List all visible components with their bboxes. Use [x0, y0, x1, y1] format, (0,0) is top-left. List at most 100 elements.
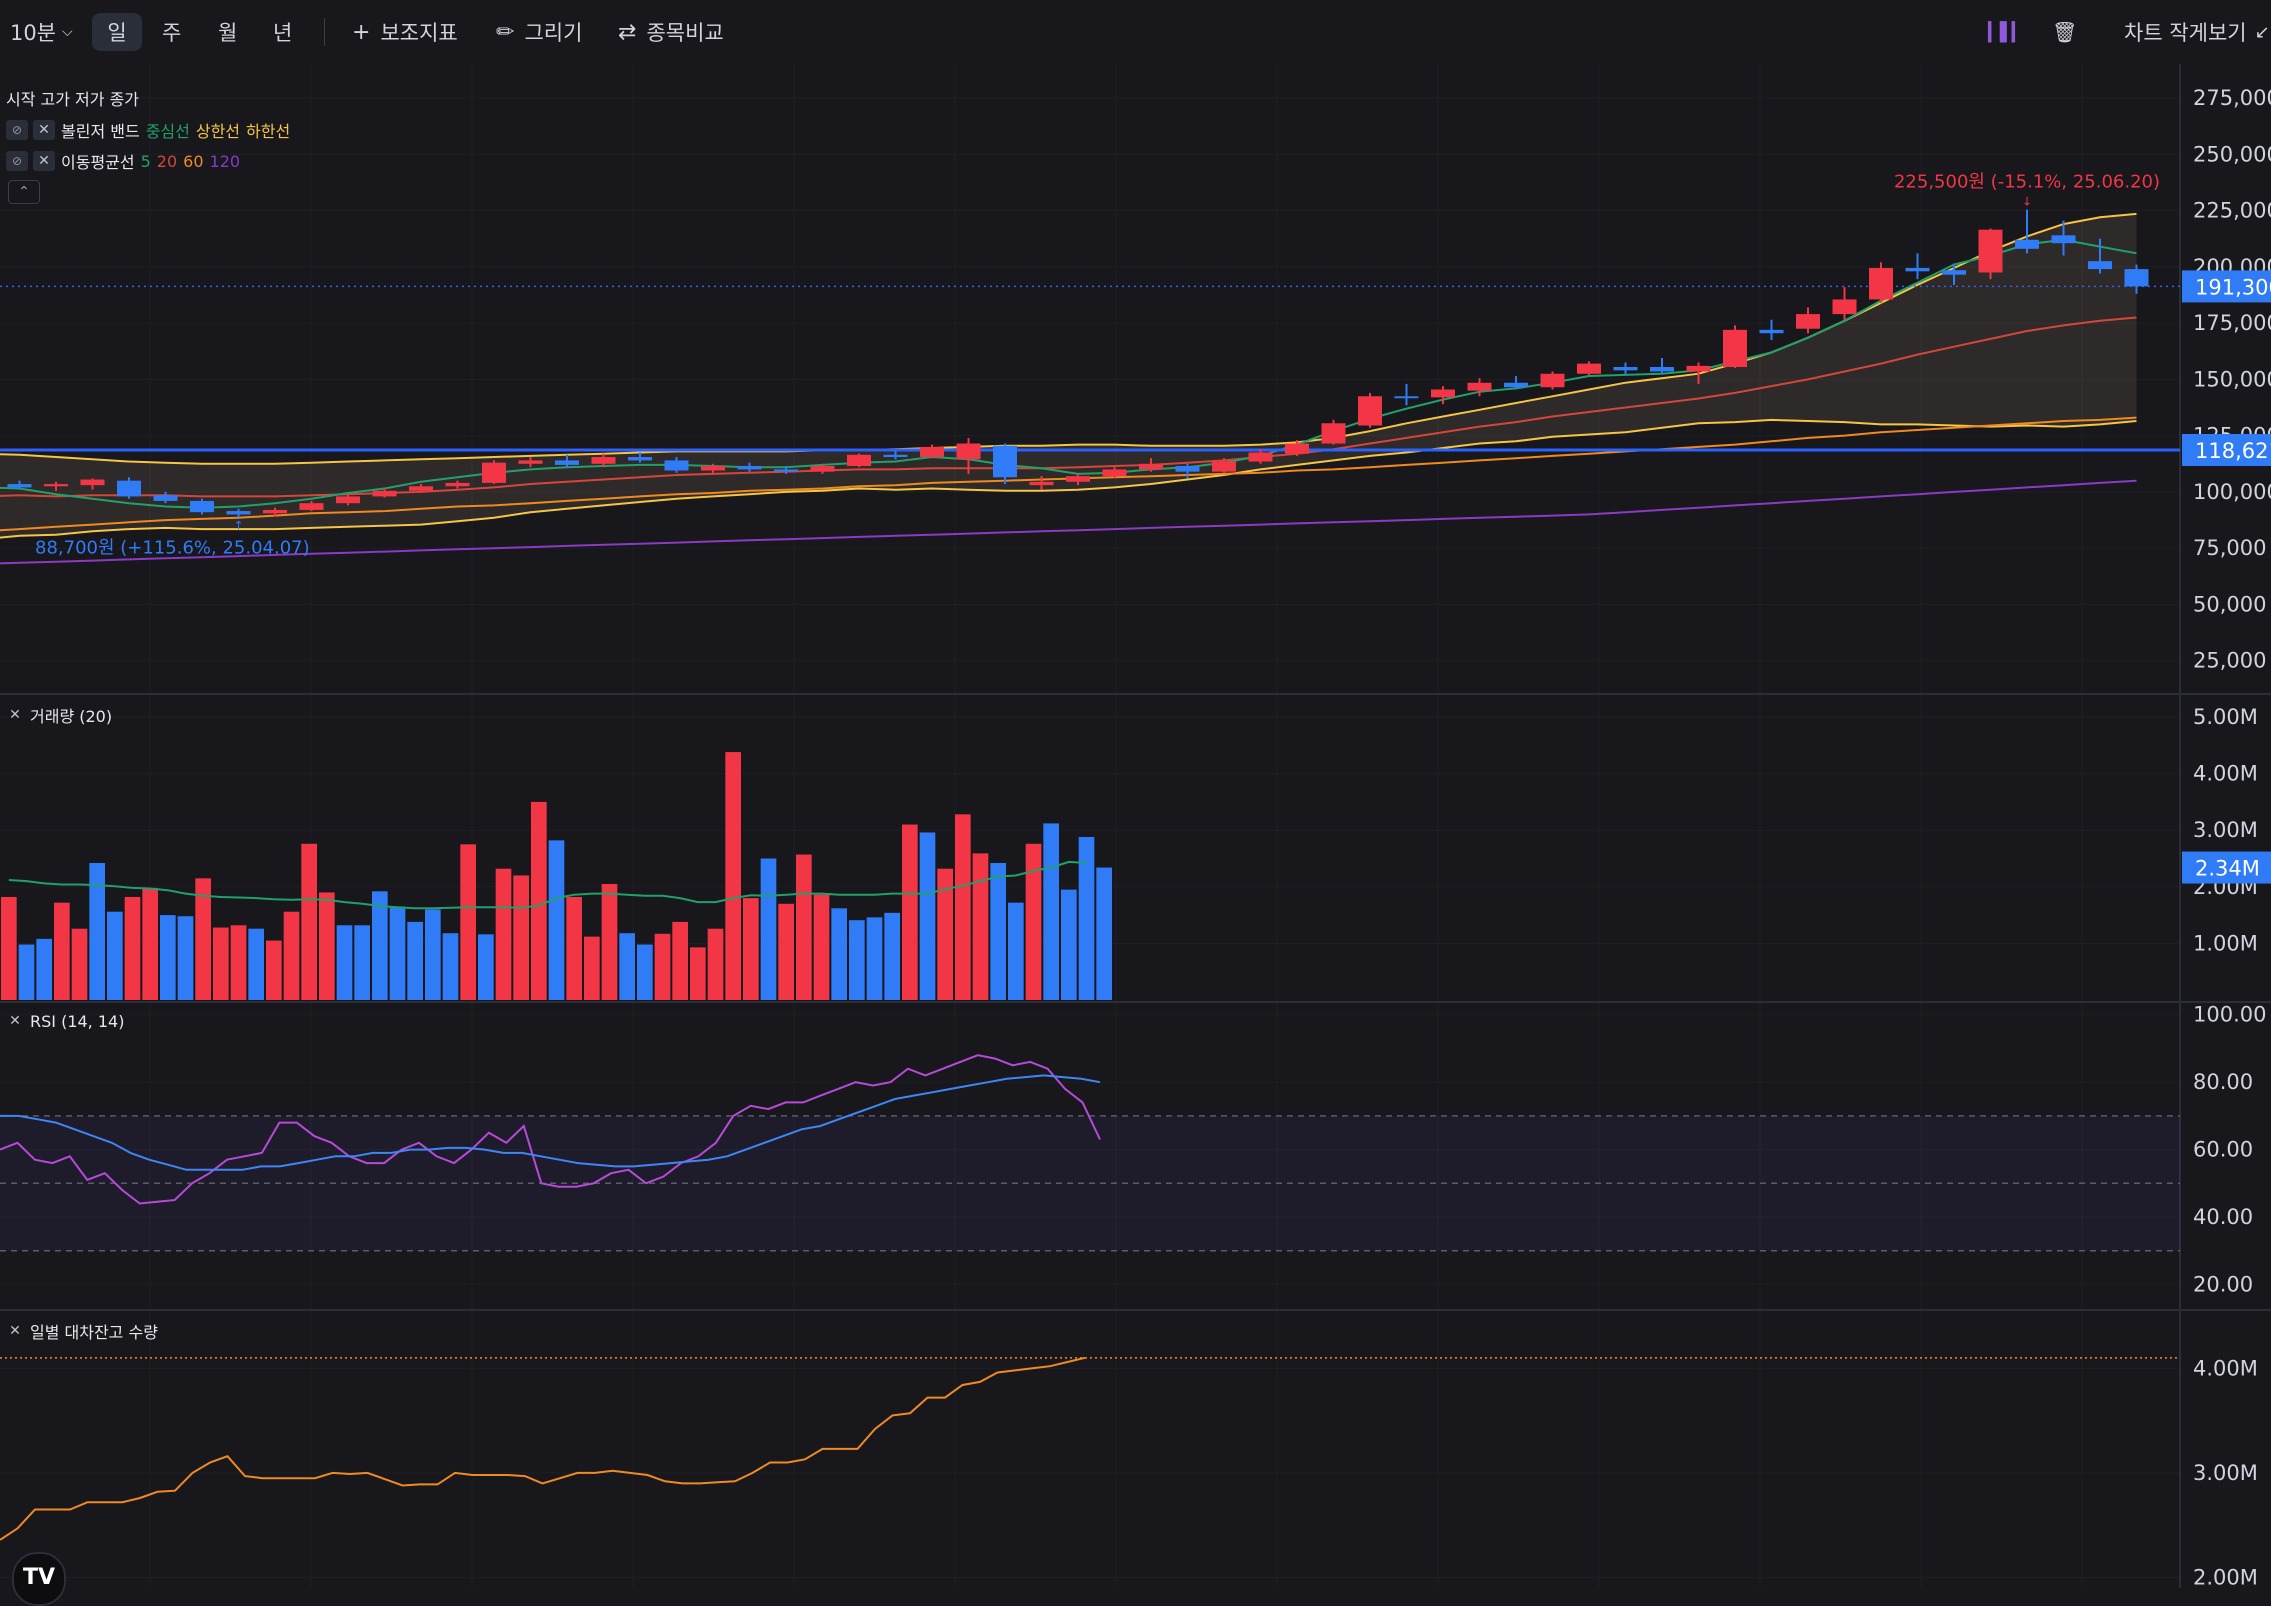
candle-body[interactable] — [956, 443, 981, 460]
candle-body[interactable] — [1540, 373, 1565, 388]
draw-button[interactable]: ✏ 그리기 — [496, 13, 582, 51]
period-year-tab[interactable]: 년 — [273, 13, 292, 51]
candle-body[interactable] — [7, 484, 32, 488]
collapse-legend-button[interactable]: ⌃ — [8, 180, 40, 204]
candle-body[interactable] — [1942, 270, 1966, 275]
candle-body[interactable] — [1613, 366, 1638, 371]
volume-bar[interactable] — [955, 814, 971, 1000]
volume-bar[interactable] — [266, 940, 282, 1000]
indicators-button[interactable]: + 보조지표 — [352, 13, 458, 51]
volume-bar[interactable] — [319, 892, 335, 1000]
volume-bar[interactable] — [831, 908, 847, 1000]
volume-bar[interactable] — [71, 928, 88, 1000]
volume-pane[interactable] — [1, 752, 1112, 1000]
volume-bar[interactable] — [584, 936, 600, 1000]
candle-body[interactable] — [2124, 269, 2149, 287]
volume-bar[interactable] — [1061, 889, 1077, 1000]
candle-body[interactable] — [1504, 382, 1528, 388]
candle-body[interactable] — [1212, 461, 1236, 472]
candle-body[interactable] — [2088, 261, 2112, 270]
candle-body[interactable] — [445, 482, 470, 487]
candle-body[interactable] — [737, 466, 762, 470]
candle-body[interactable] — [993, 445, 1017, 478]
candle-body[interactable] — [1467, 382, 1492, 391]
candle-body[interactable] — [555, 460, 579, 465]
candle-body[interactable] — [1978, 229, 2003, 273]
candle-body[interactable] — [1723, 329, 1747, 367]
candle-body[interactable] — [701, 466, 725, 471]
candle-body[interactable] — [1248, 452, 1273, 462]
candle-body[interactable] — [1686, 365, 1711, 372]
candle-body[interactable] — [299, 503, 324, 510]
candle-body[interactable] — [482, 462, 506, 483]
candle-body[interactable] — [117, 480, 141, 497]
volume-bar[interactable] — [743, 898, 759, 1000]
candle-body[interactable] — [153, 495, 178, 501]
volume-bar[interactable] — [637, 944, 653, 1000]
period-week-tab[interactable]: 주 — [162, 13, 181, 51]
candle-body[interactable] — [591, 457, 616, 464]
volume-bar[interactable] — [778, 903, 794, 1000]
candle-body[interactable] — [263, 509, 287, 514]
candle-body[interactable] — [518, 460, 543, 464]
volume-bar[interactable] — [248, 928, 264, 1000]
volume-bar[interactable] — [531, 801, 547, 1000]
volume-bar[interactable] — [813, 894, 830, 1000]
candle-body[interactable] — [409, 486, 433, 491]
volume-bar[interactable] — [760, 858, 777, 1000]
candle-body[interactable] — [1139, 463, 1163, 470]
volume-bar[interactable] — [725, 752, 741, 1000]
volume-bar[interactable] — [548, 840, 565, 1000]
volume-bar[interactable] — [672, 921, 688, 1000]
candle-body[interactable] — [80, 479, 105, 486]
candle-body[interactable] — [664, 460, 689, 471]
volume-bar[interactable] — [442, 933, 459, 1000]
volume-bar[interactable] — [902, 824, 918, 1000]
period-day-tab[interactable]: 일 — [92, 13, 142, 51]
candle-body[interactable] — [44, 484, 68, 487]
small-view-button[interactable]: 차트 작게보기 ↙ — [2124, 13, 2270, 51]
close-icon[interactable]: ✕ — [9, 1323, 21, 1339]
candle-body[interactable] — [847, 454, 871, 467]
compare-button[interactable]: ⇄ 종목비교 — [618, 13, 724, 51]
candle-body[interactable] — [1796, 314, 1820, 329]
candle-body[interactable] — [2051, 235, 2076, 244]
volume-bar[interactable] — [1078, 836, 1095, 1000]
candle-body[interactable] — [1102, 469, 1127, 477]
volume-bar[interactable] — [354, 925, 370, 1000]
balance-pane[interactable] — [0, 1356, 2180, 1541]
volume-bar[interactable] — [1025, 843, 1042, 1000]
candle-body[interactable] — [372, 490, 397, 497]
candle-body[interactable] — [628, 457, 652, 461]
volume-bar[interactable] — [619, 933, 635, 1000]
volume-bar[interactable] — [654, 933, 671, 1000]
volume-bar[interactable] — [389, 906, 406, 1000]
volume-bar[interactable] — [566, 896, 582, 1000]
candle-body[interactable] — [1431, 389, 1455, 398]
candle-body[interactable] — [1869, 267, 1893, 300]
volume-bar[interactable] — [1008, 902, 1024, 1000]
delete-button[interactable]: 🗑 — [2052, 13, 2077, 51]
period-month-tab[interactable]: 월 — [218, 13, 237, 51]
volume-bar[interactable] — [213, 927, 229, 1000]
candle-body[interactable] — [1577, 363, 1601, 374]
volume-bar[interactable] — [1, 896, 17, 1000]
candle-body[interactable] — [1029, 481, 1054, 486]
volume-bar[interactable] — [177, 916, 194, 1000]
candle-body[interactable] — [226, 511, 251, 515]
volume-bar[interactable] — [18, 944, 35, 1000]
candle-body[interactable] — [1394, 396, 1419, 399]
volume-bar[interactable] — [460, 844, 476, 1000]
volume-bar[interactable] — [425, 909, 441, 1000]
candle-body[interactable] — [1832, 299, 1857, 315]
candle-body[interactable] — [190, 500, 214, 513]
volume-bar[interactable] — [407, 921, 423, 1000]
candle-body[interactable] — [1175, 466, 1200, 472]
candle-body[interactable] — [1759, 329, 1784, 334]
price-axis[interactable]: 275,000250,000225,000200,000175,000150,0… — [2182, 86, 2271, 1588]
volume-bar[interactable] — [89, 863, 105, 1000]
volume-bar[interactable] — [601, 883, 618, 1000]
volume-bar[interactable] — [990, 863, 1006, 1000]
interval-dropdown[interactable]: 10분 ⌵ — [10, 13, 73, 51]
volume-bar[interactable] — [195, 878, 211, 1000]
